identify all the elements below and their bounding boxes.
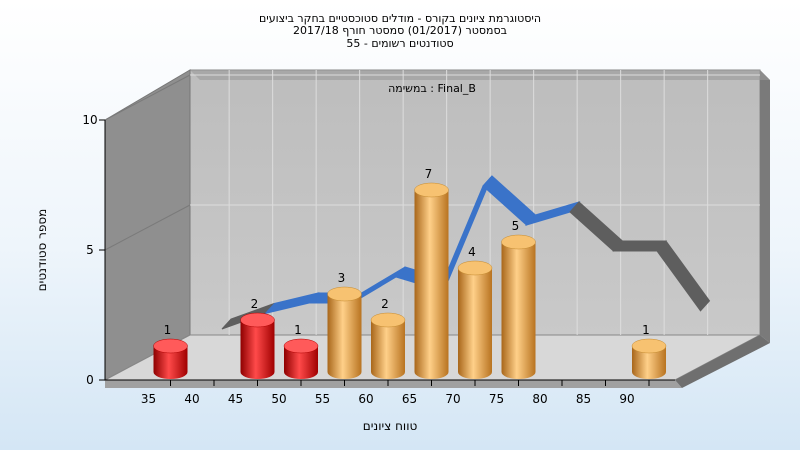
x-tick-label: 45 [228,392,243,406]
histogram-bar-top [631,338,667,354]
floor-front-edge [105,380,682,388]
histogram-bar [240,320,275,380]
floor-right-edge [675,335,770,388]
bar-value-label: 5 [512,219,520,233]
bar-value-label: 3 [338,271,346,285]
histogram-bar-top [457,260,493,276]
x-tick-label: 75 [489,392,504,406]
histogram-bar-top [283,338,319,354]
histogram-bar [371,320,405,379]
histogram-bar [632,346,666,379]
x-tick-label: 55 [315,392,330,406]
histogram-bar [153,346,188,380]
bar-value-label: 1 [294,323,302,337]
bar-value-label: 2 [381,297,389,311]
chart-title-line-2: בסמסטר (01/2017) סמסטר חורף 2017/18 [293,24,507,37]
x-axis-title: טווח ציונים [363,419,418,433]
x-tick-label: 70 [445,392,460,406]
ribbon-segment [656,240,711,312]
histogram-bar-top [327,286,362,302]
y-ticks: 0 5 10 [82,113,105,387]
right-wall-shadow [760,70,770,343]
x-ticks: 35 40 45 50 55 60 65 70 75 80 85 90 [141,380,650,406]
bar-value-label: 2 [251,297,259,311]
histogram-bar [284,346,318,379]
x-tick-label: 65 [402,392,417,406]
y-tick-label: 5 [86,243,94,257]
y-tick-label: 10 [82,113,97,127]
histogram-bar-top [501,234,536,250]
bar-value-label: 1 [164,323,172,337]
grid-line-side [104,204,191,251]
plot-caption: במשימה : Final_B [388,82,476,95]
bar-value-label: 1 [642,323,650,337]
y-axis-title: מספר סטודנטים [35,209,49,292]
x-tick-label: 40 [184,392,199,406]
chart-title-line-3: 55 - סטודנטים רשומים [346,37,453,50]
histogram-bar-top [370,312,406,328]
histogram-bar-top [153,338,188,354]
x-tick-label: 80 [532,392,547,406]
histogram-bar [414,190,449,380]
histogram-bar-top [240,312,275,328]
histogram-bar-top [414,182,449,198]
side-wall [104,69,191,381]
x-tick-label: 85 [576,392,591,406]
histogram-bar [327,294,362,380]
bars: 1 2 1 3 2 7 4 5 1 [153,167,667,380]
x-tick-label: 90 [619,392,634,406]
bar-value-label: 4 [468,245,476,259]
x-tick-label: 60 [358,392,373,406]
bar-value-label: 7 [425,167,433,181]
y-tick-label: 0 [86,373,94,387]
x-tick-label: 50 [271,392,286,406]
histogram-bar [501,242,536,380]
x-tick-label: 35 [141,392,156,406]
grid-line-side [104,74,191,121]
chart-title-line-1: היסטוגרמת ציונים בקורס - מודלים סטוכסטיי… [259,12,541,25]
histogram-bar [458,268,492,379]
